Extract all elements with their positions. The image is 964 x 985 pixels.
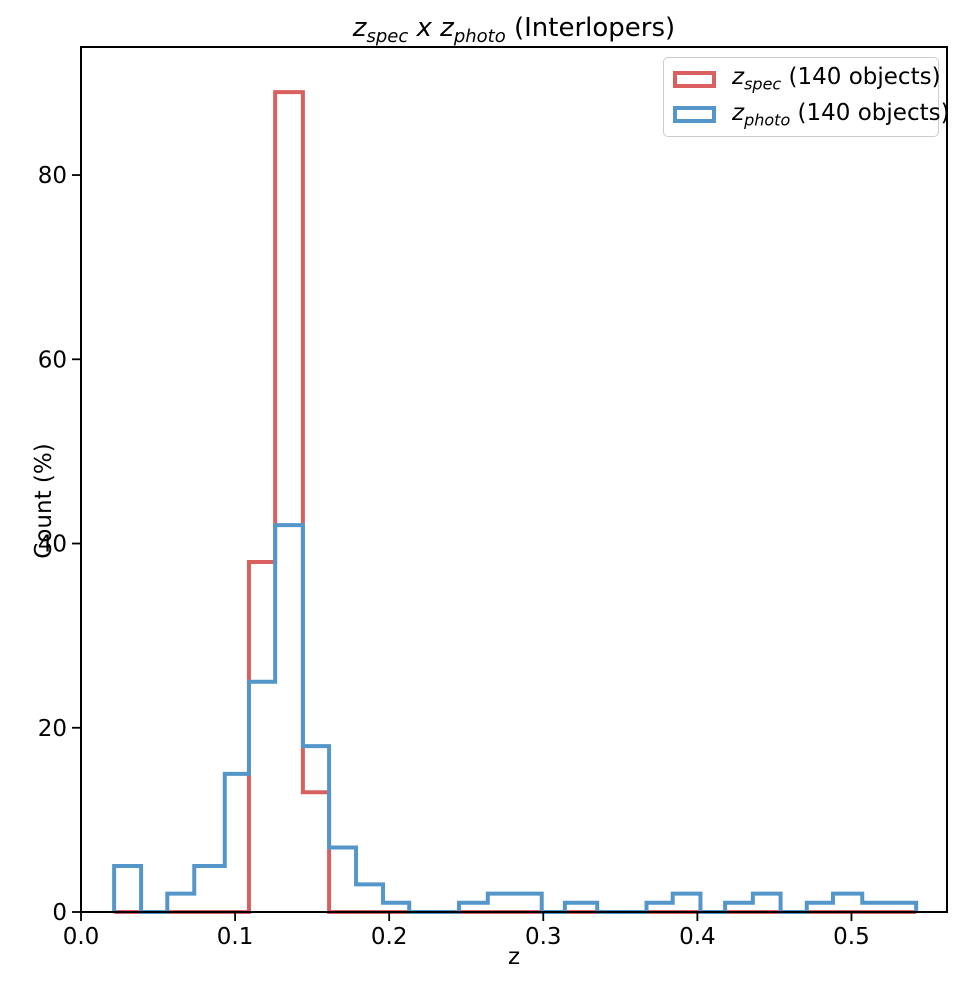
zphoto-legend-label: zphoto (140 objects) xyxy=(732,99,950,130)
legend-sub: photo xyxy=(744,110,791,130)
x-axis-label: z xyxy=(507,944,521,970)
x-tick-label: 0.1 xyxy=(217,924,254,950)
x-tick-label: 0.0 xyxy=(63,924,100,950)
zspec-legend-label: zspec (140 objects) xyxy=(732,64,941,94)
x-tick-label: 0.5 xyxy=(833,924,870,950)
title-sub-spec: spec xyxy=(366,26,409,48)
y-tick-label: 40 xyxy=(38,532,67,558)
zphoto-legend-swatch xyxy=(673,106,716,124)
x-tick-label: 0.4 xyxy=(679,924,716,950)
title-suffix: (Interlopers) xyxy=(505,13,676,43)
legend-rest: (140 objects) xyxy=(790,99,950,126)
title-var-zspec: z xyxy=(352,13,367,43)
legend-sub: spec xyxy=(744,74,782,94)
axes-spines xyxy=(80,46,948,913)
title-sub-photo: photo xyxy=(453,26,506,48)
legend-row-zspec: zspec (140 objects) xyxy=(673,64,941,94)
legend-row-zphoto: zphoto (140 objects) xyxy=(673,100,950,129)
y-tick-label: 20 xyxy=(38,716,67,742)
title-var-zphoto: z xyxy=(440,13,454,43)
x-tick-label: 0.3 xyxy=(525,924,562,950)
chart-title: zspec x zphoto (Interlopers) xyxy=(81,13,947,47)
y-tick-label: 0 xyxy=(52,900,67,926)
legend-var: z xyxy=(732,99,745,126)
title-separator: x xyxy=(408,13,441,43)
y-tick-label: 80 xyxy=(38,163,67,189)
zspec-legend-swatch xyxy=(673,70,716,88)
y-axis-label: Count (%) xyxy=(31,443,57,559)
legend-rest: (140 objects) xyxy=(781,64,941,91)
y-tick-label: 60 xyxy=(38,347,67,373)
legend-var: z xyxy=(732,64,745,91)
series-path-zphoto xyxy=(112,523,919,914)
series-path-zspec xyxy=(114,90,917,914)
x-tick-label: 0.2 xyxy=(371,924,408,950)
legend: zspec (140 objects) zphoto (140 objects) xyxy=(663,57,950,137)
